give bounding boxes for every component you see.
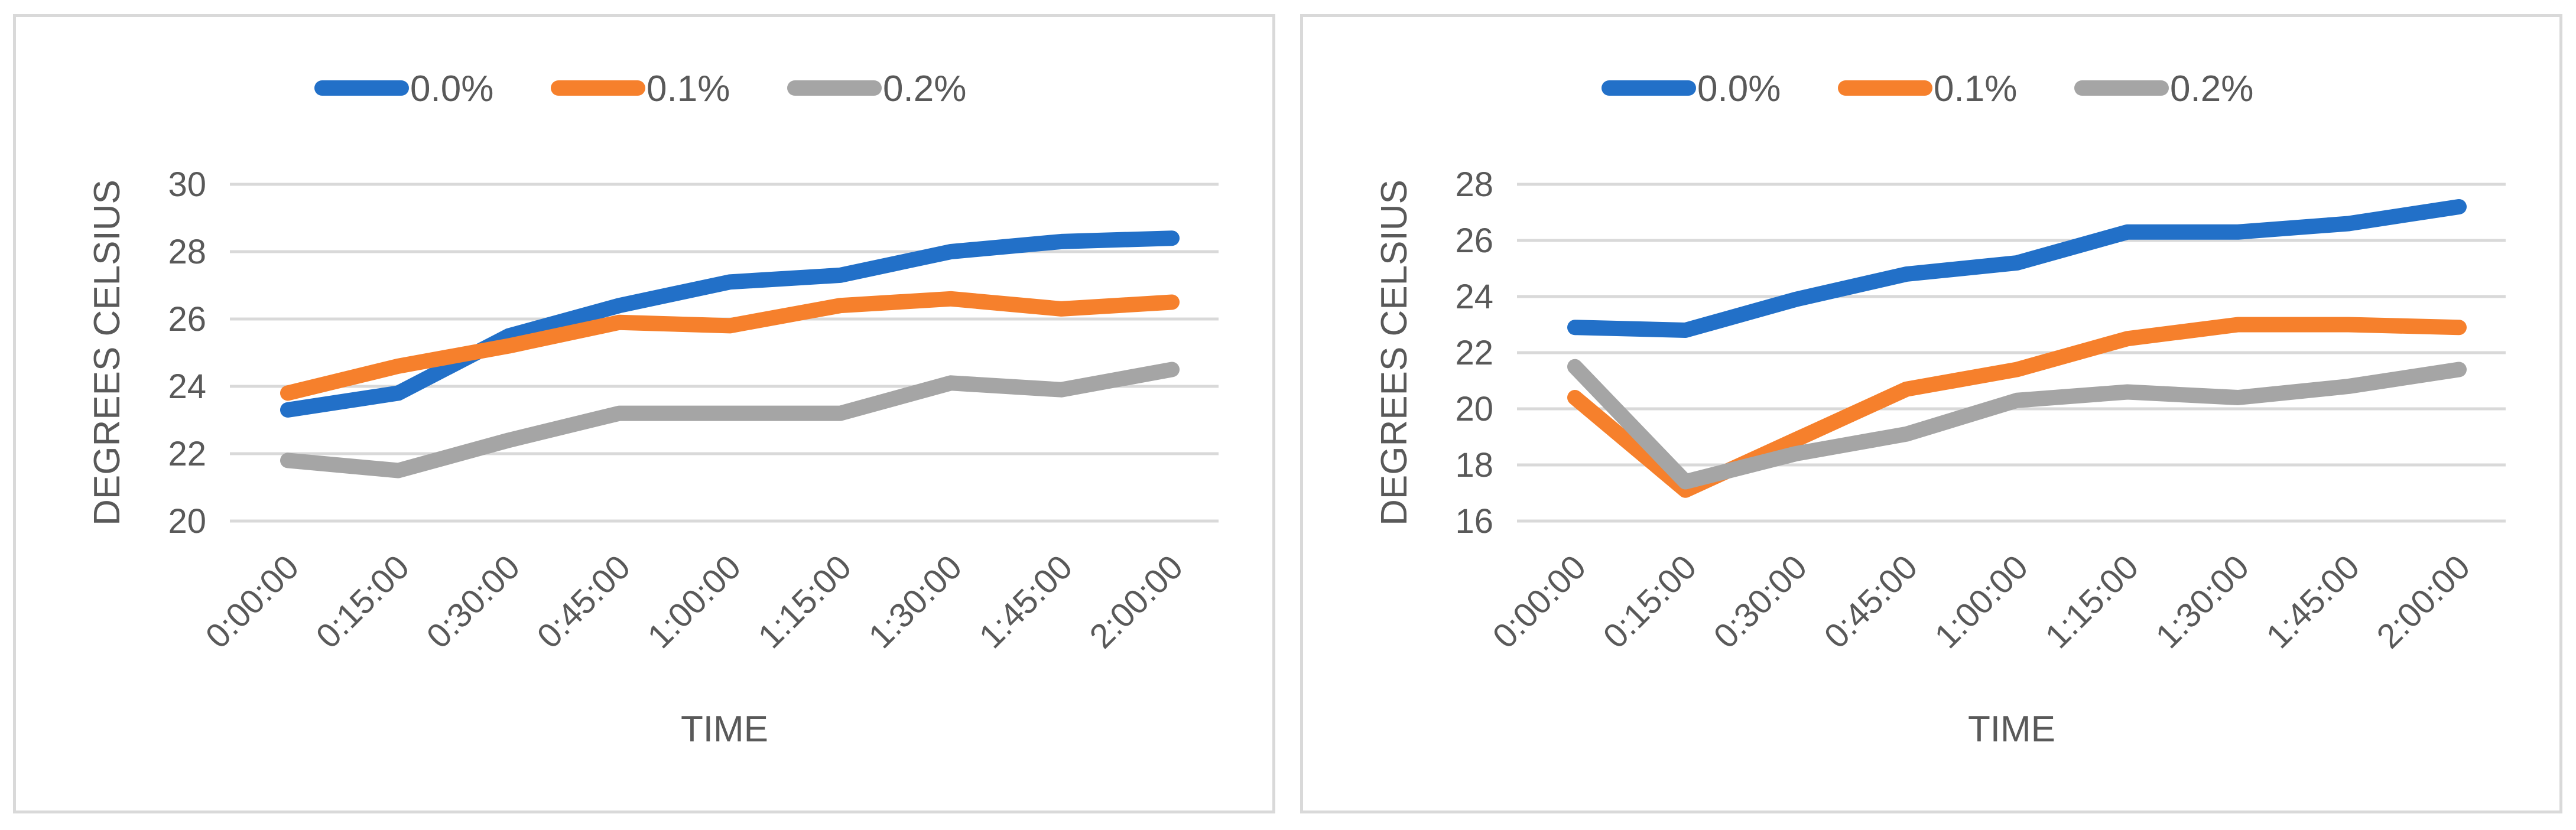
legend-label: 0.0% xyxy=(1697,69,1781,109)
y-tick-label: 22 xyxy=(168,435,206,473)
x-tick-label: 2:00:00 xyxy=(1082,548,1190,656)
legend-label: 0.2% xyxy=(883,69,966,109)
x-tick-label: 1:30:00 xyxy=(861,548,969,656)
series-line-1 xyxy=(280,230,1180,418)
y-tick-label: 26 xyxy=(1455,222,1493,260)
y-tick-label: 28 xyxy=(1455,165,1493,204)
y-tick-label: 24 xyxy=(1455,278,1493,316)
x-axis-title: TIME xyxy=(1968,709,2055,750)
chart-panel-right: 16 18 20 22 24 26 28 0:00:00 0:15:00 0:30:00 0:45:… xyxy=(1300,14,2562,813)
series-line-3 xyxy=(280,362,1180,479)
x-tick-label: 0:15:00 xyxy=(308,548,417,656)
y-axis-title: DEGREES CELSIUS xyxy=(87,180,128,526)
x-tick-label: 2:00:00 xyxy=(2369,548,2477,656)
y-tick-label: 20 xyxy=(1455,390,1493,428)
y-tick-label: 30 xyxy=(168,165,206,204)
x-tick-label: 0:00:00 xyxy=(198,548,306,656)
series-line-1 xyxy=(1567,199,2467,338)
x-tick-label: 1:15:00 xyxy=(2038,548,2146,656)
x-tick-label: 0:00:00 xyxy=(1485,548,1593,656)
y-tick-label: 22 xyxy=(1455,334,1493,372)
y-tick-label: 20 xyxy=(168,502,206,541)
x-tick-labels: 0:00:00 0:15:00 0:30:00 0:45:00 1:00:00 1:15:… xyxy=(1485,548,2477,656)
chart-left: 20 22 24 26 28 30 0:00:00 0:15:00 0:30:00 0:45:00… xyxy=(87,69,1219,750)
y-tick-labels: 16 18 20 22 24 26 28 xyxy=(1455,165,1493,541)
chart-panel-left: 20 22 24 26 28 30 0:00:00 0:15:00 0:30:00 0:45:00… xyxy=(13,14,1275,813)
legend: 0.0% 0.1% 0.2% xyxy=(1602,69,2253,109)
series-line-2 xyxy=(280,291,1180,401)
x-tick-label: 0:15:00 xyxy=(1596,548,1704,656)
x-tick-label: 1:15:00 xyxy=(751,548,859,656)
x-tick-label: 1:00:00 xyxy=(1927,548,2035,656)
legend-label: 0.2% xyxy=(2170,69,2253,109)
x-tick-label: 1:00:00 xyxy=(640,548,748,656)
legend-label: 0.0% xyxy=(410,69,493,109)
x-tick-label: 1:45:00 xyxy=(2259,548,2367,656)
x-tick-label: 0:45:00 xyxy=(530,548,638,656)
y-tick-label: 16 xyxy=(1455,502,1493,541)
y-tick-label: 18 xyxy=(1455,446,1493,484)
x-tick-labels: 0:00:00 0:15:00 0:30:00 0:45:00 1:00:00 1:15:… xyxy=(198,548,1190,656)
gridlines xyxy=(1517,183,2506,523)
series-line-3 xyxy=(1567,359,2467,490)
y-tick-labels: 20 22 24 26 28 30 xyxy=(168,165,206,541)
x-tick-label: 0:30:00 xyxy=(1706,548,1814,656)
x-tick-label: 0:30:00 xyxy=(419,548,527,656)
y-axis-title: DEGREES CELSIUS xyxy=(1374,180,1415,526)
y-tick-label: 26 xyxy=(168,300,206,338)
x-tick-label: 1:30:00 xyxy=(2148,548,2256,656)
chart-right: 16 18 20 22 24 26 28 0:00:00 0:15:00 0:30:00 0:45:… xyxy=(1374,69,2506,750)
legend-label: 0.1% xyxy=(647,69,730,109)
x-tick-label: 0:45:00 xyxy=(1817,548,1925,656)
x-tick-label: 1:45:00 xyxy=(972,548,1080,656)
x-axis-title: TIME xyxy=(681,709,768,750)
legend-label: 0.1% xyxy=(1934,69,2017,109)
y-tick-label: 28 xyxy=(168,233,206,271)
legend: 0.0% 0.1% 0.2% xyxy=(314,69,966,109)
y-tick-label: 24 xyxy=(168,367,206,406)
